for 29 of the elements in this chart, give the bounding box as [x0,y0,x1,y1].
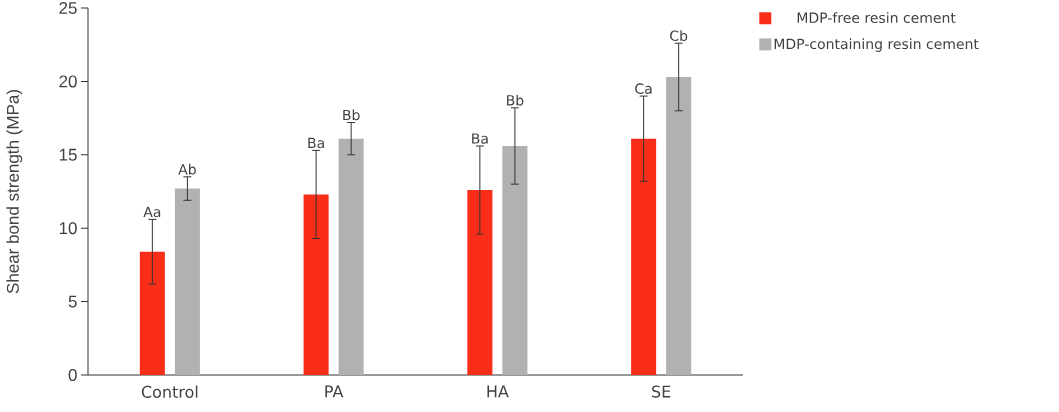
x-tick-label: Control [141,385,198,398]
bar [666,76,692,375]
y-tick-label: 25 [59,1,77,15]
y-tick-label: 5 [68,295,77,308]
annotation: Bb [507,94,524,106]
annotation: Ba [308,137,324,149]
annotation: Aa [143,206,161,218]
annotation: Ca [635,83,652,94]
y-axis-title: Shear bond strength (MPa) [6,90,23,294]
bar [303,194,329,375]
bar [139,251,165,375]
bar [467,190,493,375]
annotation: Cb [670,30,688,42]
annotation: Bb [343,109,360,121]
bar [502,145,528,375]
bar [338,138,364,375]
y-tick-label: 0 [68,368,77,382]
y-tick-label: 20 [59,75,77,88]
legend-label: MDP-free resin cement [797,12,956,24]
x-tick-label: HA [487,385,509,398]
y-tick-label: 15 [59,148,77,161]
x-tick-label: SE [652,385,671,398]
x-tick-label: PA [325,385,344,398]
bar [631,138,657,375]
bar [174,188,200,375]
annotation: Ab [178,163,196,175]
annotation: Ba [472,133,488,144]
y-tick-label: 10 [59,222,77,235]
legend-label: MDP-containing resin cement [774,38,979,52]
